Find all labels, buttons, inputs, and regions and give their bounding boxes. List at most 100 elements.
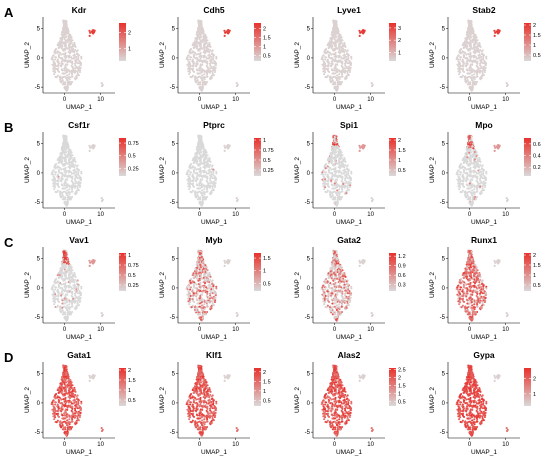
x-tick-label: 10 [367, 212, 374, 218]
cell-point [201, 189, 204, 192]
cell-point [339, 83, 342, 86]
cell-point [480, 66, 484, 70]
cell-point [191, 159, 194, 162]
cell-point [214, 181, 217, 185]
cell-point [198, 21, 201, 24]
cell-point [467, 168, 470, 171]
cell-point [70, 36, 73, 39]
cell-point [473, 163, 476, 166]
cell-point [330, 47, 333, 50]
cell-point [71, 44, 74, 48]
cell-point [206, 44, 209, 48]
cell-point [207, 67, 210, 71]
cell-point [207, 182, 210, 186]
cell-point [346, 62, 349, 65]
cell-point [52, 185, 55, 188]
cell-point [201, 63, 204, 66]
cell-point [196, 58, 199, 61]
cell-point [88, 34, 91, 37]
cell-point [75, 58, 78, 61]
cell-point [340, 56, 343, 59]
cell-point [333, 136, 336, 139]
legend-tick-label: 0.5 [128, 154, 136, 160]
cell-point [189, 49, 192, 52]
cell-point [473, 78, 476, 81]
cell-point [194, 40, 197, 43]
cell-point [65, 28, 68, 31]
cell-point [349, 179, 352, 182]
cell-point [71, 188, 74, 191]
cell-point [478, 182, 482, 185]
cell-point [345, 181, 349, 185]
cell-point [68, 163, 71, 166]
cell-point [333, 151, 336, 154]
cell-point [75, 66, 79, 70]
cell-point [336, 63, 339, 66]
cell-point [348, 174, 351, 178]
cell-point [330, 168, 333, 171]
cell-point [465, 64, 468, 67]
cell-point [75, 55, 78, 59]
x-tick-label: 0 [198, 97, 202, 103]
cell-point [57, 70, 61, 73]
y-axis-label: UMAP_2 [159, 157, 166, 183]
cell-point [63, 197, 66, 200]
cell-point [67, 80, 70, 83]
cell-point [465, 43, 468, 46]
cell-point [210, 192, 213, 195]
cell-point [466, 151, 469, 154]
cell-point [53, 61, 56, 64]
cell-point [329, 152, 332, 155]
cell-point [334, 158, 337, 161]
cell-point [350, 172, 353, 175]
y-axis-label: UMAP_2 [24, 42, 31, 68]
cell-point [482, 69, 485, 72]
cell-point [63, 266, 66, 269]
cell-point [70, 190, 73, 193]
cell-point [64, 39, 67, 42]
cell-point [192, 64, 195, 67]
cell-point [473, 73, 476, 76]
scatter-points [320, 19, 374, 92]
cell-point [203, 158, 206, 161]
cell-point [468, 151, 471, 154]
cell-point [472, 59, 475, 62]
cell-point [60, 43, 63, 46]
cell-point [60, 158, 63, 161]
cell-point [64, 158, 67, 161]
cell-point [345, 50, 348, 53]
cell-point [341, 159, 344, 163]
cell-point [67, 299, 70, 302]
cell-point [77, 189, 80, 192]
cell-point [361, 31, 365, 35]
cell-point [327, 64, 330, 67]
cell-point [196, 175, 199, 178]
cell-point [322, 70, 325, 73]
cell-point [188, 73, 191, 76]
cell-point [60, 31, 64, 34]
cell-point [466, 69, 469, 72]
cell-point [472, 184, 475, 187]
legend-tick-label: 0.6 [533, 142, 541, 148]
cell-point [494, 146, 497, 149]
cell-point [468, 170, 471, 173]
cell-point [210, 58, 213, 61]
cell-point [188, 182, 191, 186]
cell-point [63, 75, 66, 78]
cell-point [341, 50, 344, 53]
cell-point [66, 189, 69, 192]
cell-point [61, 69, 64, 72]
cell-point [478, 157, 481, 161]
y-tick-label: 5 [172, 142, 176, 148]
cell-point [186, 171, 189, 174]
cell-point [333, 24, 336, 27]
cell-point [340, 190, 343, 193]
cell-point [472, 76, 476, 79]
cell-point [475, 190, 478, 193]
cell-point [92, 144, 95, 147]
cell-point [63, 182, 66, 185]
cell-point [61, 72, 64, 75]
cell-point [344, 160, 347, 163]
cell-point [191, 58, 194, 61]
